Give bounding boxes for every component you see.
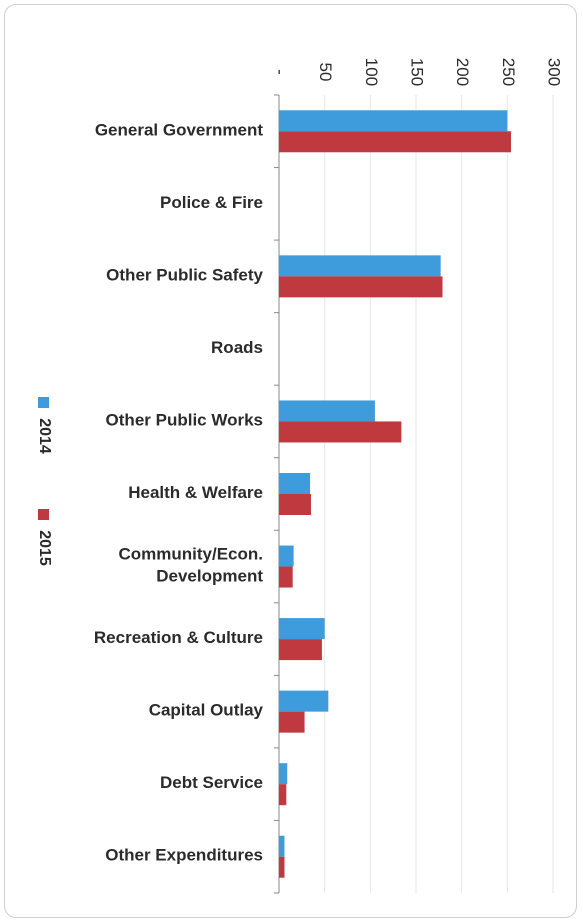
x-tick-label: 200 — [453, 58, 472, 86]
bar-2015 — [279, 494, 311, 515]
legend-label-2014: 2014 — [36, 418, 53, 454]
x-tick-label: 300 — [545, 58, 564, 86]
legend-swatch-2015 — [38, 509, 49, 520]
bar-2015 — [279, 784, 287, 806]
category-label: Community/Econ. Development — [118, 545, 263, 586]
bar-2015 — [279, 856, 285, 878]
category-label: Debt Service — [160, 774, 263, 793]
category-label: Health & Welfare — [128, 483, 263, 502]
bar-2014 — [279, 545, 294, 567]
x-tick-label: 250 — [499, 58, 518, 86]
category-label: Other Public Safety — [106, 266, 263, 285]
category-label: Other Public Works — [106, 411, 263, 430]
bar-2015 — [279, 566, 293, 588]
bar-2014 — [279, 255, 441, 277]
bar-2014 — [279, 618, 325, 640]
bar-2015 — [279, 421, 402, 443]
x-tick-label: 150 — [408, 58, 427, 86]
legend-label-2015: 2015 — [36, 530, 53, 566]
bar-2014 — [279, 690, 329, 712]
legend-swatch-2014 — [38, 397, 49, 408]
category-label: General Government — [95, 121, 264, 140]
bar-2015 — [279, 131, 511, 153]
x-tick-label: 50 — [316, 63, 335, 82]
x-tick-label: - — [271, 69, 290, 75]
bar-2014 — [279, 835, 285, 857]
bar-2015 — [279, 276, 443, 298]
bar-2014 — [279, 110, 508, 132]
category-label: Capital Outlay — [149, 701, 264, 720]
bar-2014 — [279, 763, 288, 785]
category-label: Recreation & Culture — [94, 629, 263, 648]
category-label: Roads — [211, 338, 263, 357]
category-label: Police & Fire — [160, 193, 263, 212]
bar-2015 — [279, 711, 305, 733]
category-label: Other Expenditures — [105, 846, 263, 865]
chart-frame — [4, 4, 577, 918]
bar-2014 — [279, 400, 375, 422]
bar-2015 — [279, 639, 322, 661]
bar-2014 — [279, 473, 311, 494]
x-tick-label: 100 — [362, 58, 381, 86]
